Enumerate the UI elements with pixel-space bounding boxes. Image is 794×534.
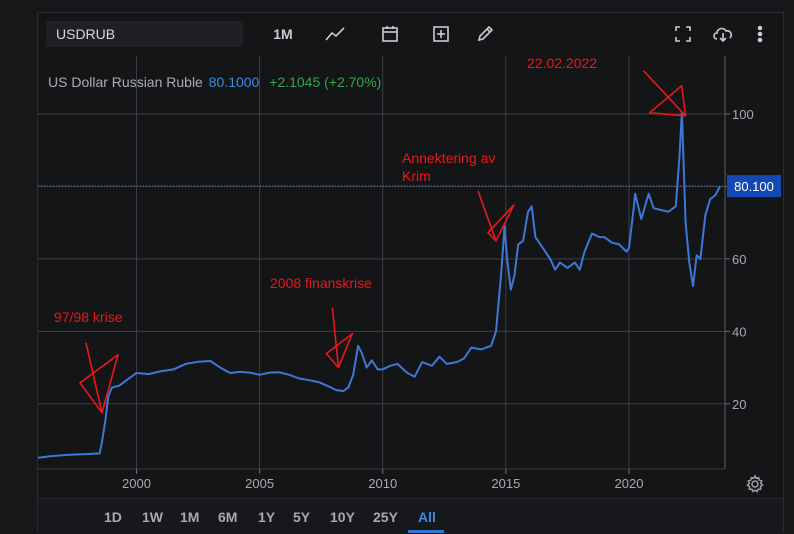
range-1m-button[interactable]: 1M [180,509,200,525]
range-6m-button[interactable]: 6M [218,509,238,525]
range-25y-button[interactable]: 25Y [373,509,398,525]
x-tick-label: 2015 [491,476,520,491]
add-indicator-icon[interactable] [428,21,454,47]
annotation-arrow [325,307,354,369]
annotation-label: 2008 finanskrise [270,275,372,291]
last-price-label: 80.100 [734,179,774,194]
y-tick-label: 100 [732,107,754,122]
symbol-input[interactable]: USDRUB [46,21,243,47]
y-tick-label: 40 [732,324,746,339]
annotation-arrow [477,190,515,242]
annotation-arrow [79,342,119,414]
x-tick-label: 2000 [122,476,151,491]
y-tick-label: 20 [732,397,746,412]
cloud-download-icon[interactable] [709,21,737,47]
x-tick-label: 2005 [245,476,274,491]
annotation-label: Krim [402,168,431,184]
fullscreen-icon[interactable] [670,21,696,47]
x-tick-label: 2010 [368,476,397,491]
price-series-line [37,111,721,459]
calendar-icon[interactable] [377,21,403,47]
series-name: US Dollar Russian Ruble [48,74,203,90]
range-10y-button[interactable]: 10Y [330,509,355,525]
x-tick-label: 2020 [615,476,644,491]
series-info: US Dollar Russian Ruble 80.1000 +2.1045 … [48,74,381,90]
toolbar: USDRUB 1M [38,13,783,55]
y-tick-label: 60 [732,252,746,267]
range-1w-button[interactable]: 1W [142,509,163,525]
annotation-arrow [643,70,687,117]
range-1d-button[interactable]: 1D [104,509,122,525]
range-bar: 1D 1W 1M 6M 1Y 5Y 10Y 25Y All [38,498,783,534]
annotation-label: Annektering av [402,150,495,166]
annotation-label: 22.02.2022 [527,55,597,71]
active-range-underline [408,530,444,533]
series-change: +2.1045 (+2.70%) [269,74,382,90]
interval-button[interactable]: 1M [273,26,293,42]
range-1y-button[interactable]: 1Y [258,509,276,525]
annotation-label: 97/98 krise [54,309,123,325]
range-5y-button[interactable]: 5Y [293,509,311,525]
series-price: 80.1000 [208,74,260,90]
draw-pencil-icon[interactable] [472,21,498,47]
more-menu-icon[interactable] [750,21,770,47]
range-all-button[interactable]: All [418,509,436,525]
settings-gear-icon[interactable] [745,474,765,494]
last-price-badge [727,175,781,198]
chart-frame [37,12,784,533]
line-chart-icon[interactable] [322,21,348,47]
